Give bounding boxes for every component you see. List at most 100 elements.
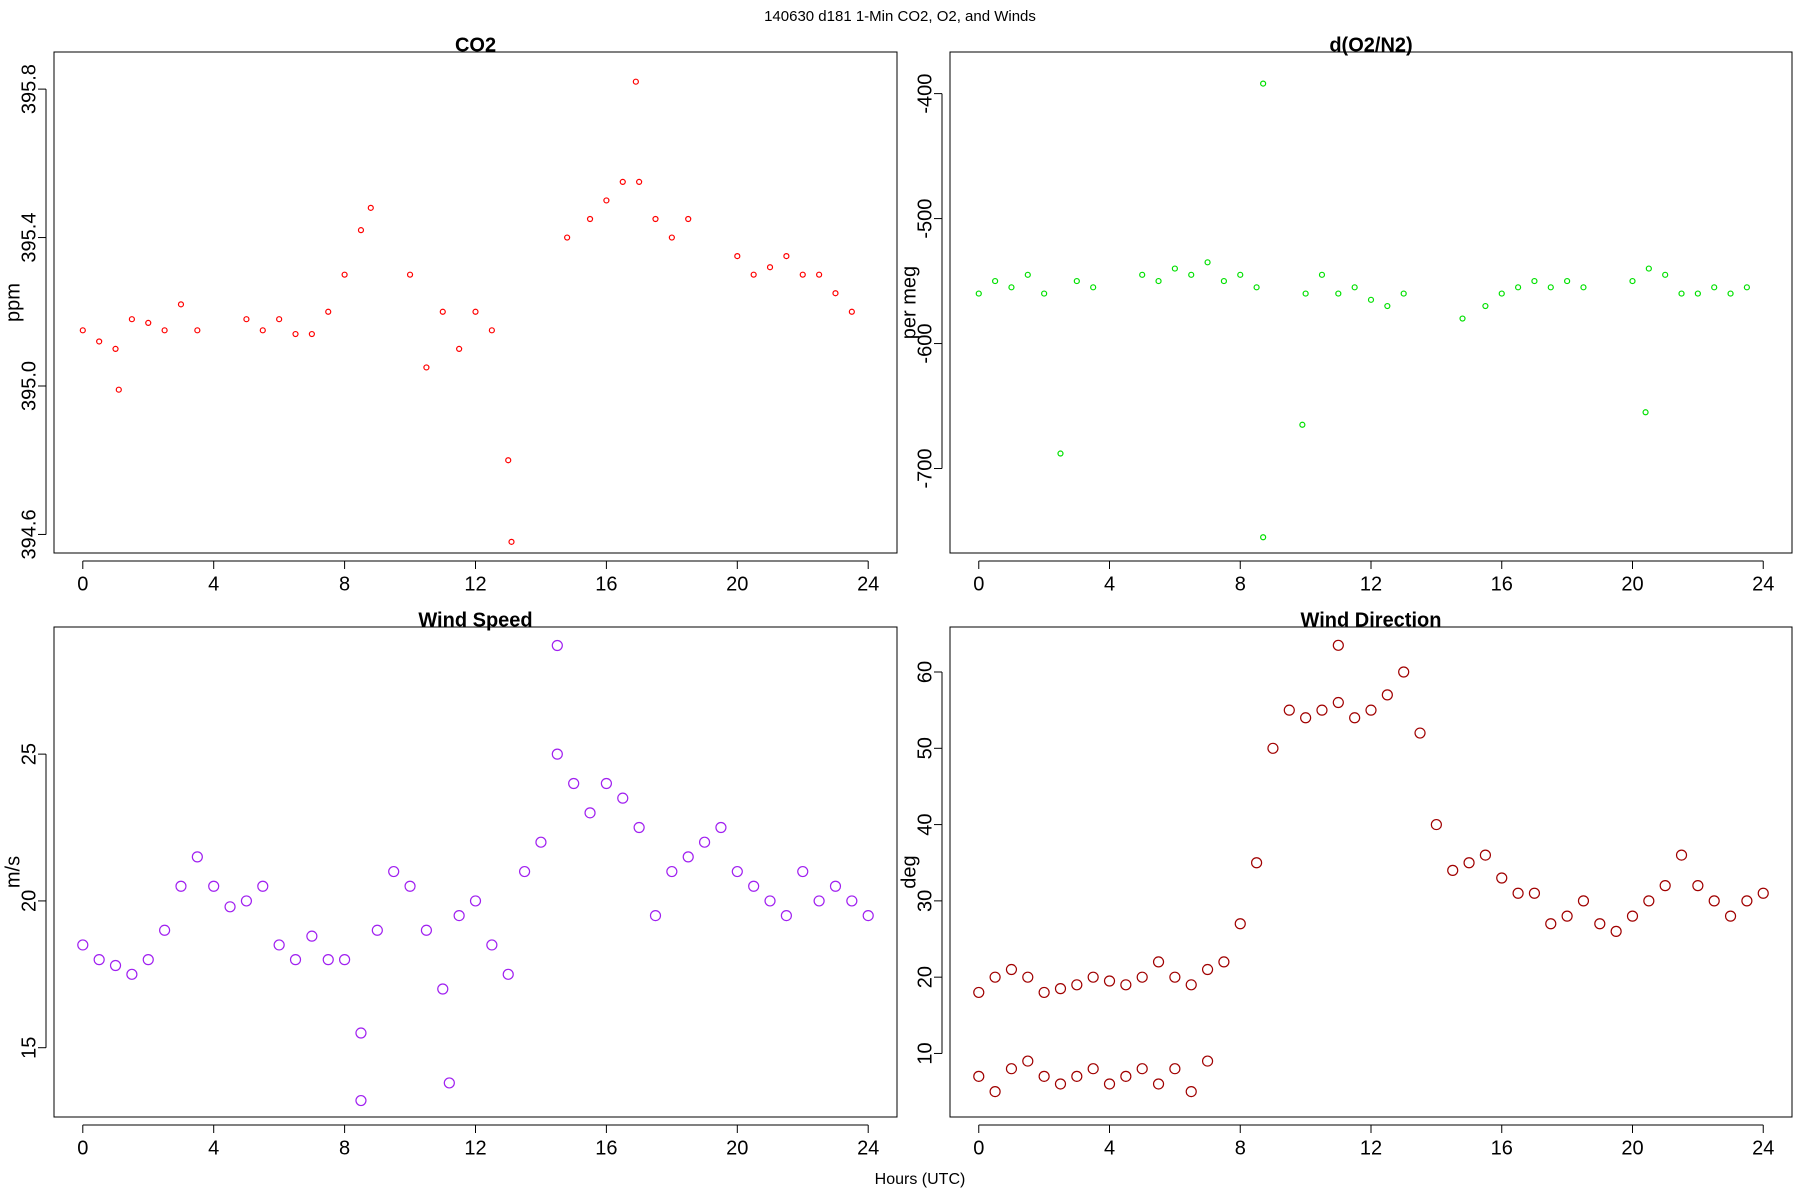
- point: [112, 345, 119, 352]
- point: [1152, 956, 1165, 968]
- point: [848, 308, 855, 315]
- point: [715, 821, 727, 834]
- point: [1267, 742, 1279, 754]
- point: [367, 204, 374, 211]
- point: [1087, 971, 1099, 983]
- point: [586, 215, 594, 223]
- y-tick-label: 20: [914, 966, 936, 988]
- point: [600, 777, 613, 790]
- x-tick-label: 16: [1491, 1137, 1513, 1159]
- point: [1642, 409, 1649, 416]
- point: [126, 968, 138, 980]
- point: [145, 319, 152, 327]
- point: [1234, 918, 1246, 930]
- point: [355, 1094, 367, 1107]
- point: [1610, 925, 1622, 937]
- point: [1201, 963, 1214, 976]
- point: [832, 290, 839, 297]
- point: [1073, 277, 1080, 285]
- point: [1253, 284, 1260, 291]
- point: [243, 316, 250, 323]
- point: [1041, 290, 1048, 297]
- point: [1171, 265, 1178, 272]
- y-tick-label: 15: [18, 1037, 40, 1059]
- point: [77, 939, 89, 951]
- point: [1531, 277, 1538, 285]
- x-tick-label: 16: [595, 1137, 617, 1159]
- point: [109, 959, 122, 972]
- point: [292, 330, 299, 338]
- x-tick-label: 12: [464, 573, 486, 595]
- point: [518, 865, 531, 878]
- point: [1024, 271, 1031, 278]
- point: [1008, 284, 1015, 291]
- point: [846, 895, 858, 907]
- point: [1318, 271, 1326, 278]
- x-tick-label: 0: [77, 573, 88, 595]
- x-tick-label: 12: [1360, 573, 1382, 595]
- y-tick-label: 40: [914, 813, 936, 835]
- x-tick-label: 24: [1752, 573, 1774, 595]
- y-tick-label: 395.8: [18, 64, 40, 114]
- point: [1250, 857, 1263, 869]
- point: [322, 954, 334, 966]
- point: [194, 327, 201, 334]
- point: [564, 234, 571, 241]
- y-tick-label: 20: [18, 890, 40, 912]
- point: [1659, 880, 1671, 892]
- x-tick-label: 4: [208, 573, 219, 595]
- point: [1155, 277, 1162, 285]
- point: [780, 909, 792, 922]
- point: [1005, 1063, 1018, 1075]
- x-tick-label: 8: [339, 1137, 350, 1159]
- point: [1384, 302, 1391, 310]
- point: [1218, 956, 1230, 968]
- panel-title: d(O2/N2): [1329, 34, 1412, 56]
- point: [1498, 290, 1505, 297]
- point: [649, 909, 662, 922]
- point: [142, 954, 154, 966]
- point: [1398, 666, 1410, 678]
- point: [508, 538, 515, 545]
- point: [1482, 302, 1489, 310]
- y-axis-label: ppm: [2, 283, 24, 322]
- point: [1365, 704, 1377, 716]
- point: [289, 954, 302, 966]
- point: [1120, 979, 1132, 991]
- x-tick-label: 16: [595, 573, 617, 595]
- x-tick-label: 24: [857, 573, 879, 595]
- point: [1185, 1085, 1197, 1098]
- point: [341, 271, 348, 278]
- x-tick-label: 16: [1491, 573, 1513, 595]
- point: [685, 215, 692, 223]
- point: [276, 316, 283, 323]
- x-tick-label: 0: [973, 1137, 984, 1159]
- point: [551, 748, 563, 760]
- point: [636, 178, 643, 185]
- point: [161, 327, 168, 334]
- point: [632, 78, 639, 85]
- point: [1561, 910, 1573, 922]
- point: [1005, 963, 1018, 976]
- point: [1071, 979, 1083, 991]
- point: [551, 639, 563, 652]
- x-tick-label: 24: [857, 1137, 879, 1159]
- point: [453, 909, 465, 922]
- x-tick-label: 0: [973, 573, 984, 595]
- point: [992, 277, 999, 285]
- point: [1332, 639, 1344, 651]
- point: [159, 924, 171, 936]
- point: [799, 271, 806, 278]
- point: [308, 330, 315, 338]
- point: [1675, 849, 1688, 861]
- point: [1302, 290, 1309, 297]
- point: [764, 895, 776, 907]
- point: [1299, 421, 1306, 428]
- y-tick-label: 10: [914, 1042, 936, 1064]
- point: [1577, 895, 1590, 907]
- y-tick-label: -600: [914, 324, 936, 364]
- point: [1692, 880, 1704, 892]
- point: [1169, 1063, 1181, 1075]
- point: [420, 924, 433, 936]
